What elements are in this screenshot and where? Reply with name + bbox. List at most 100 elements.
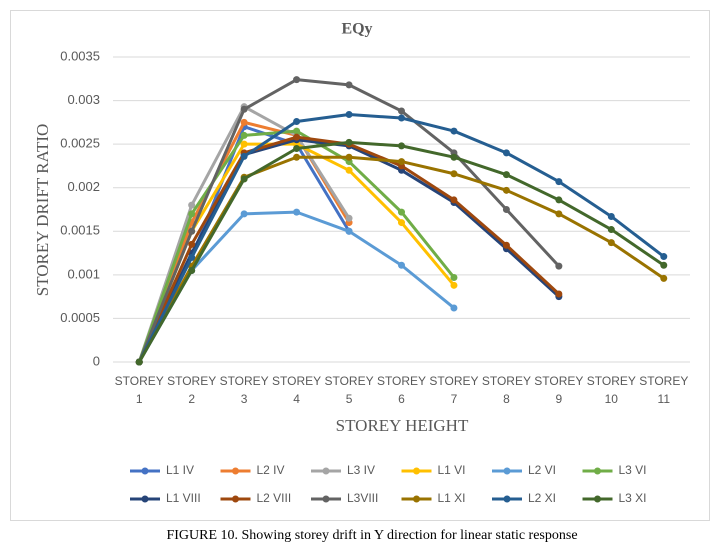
series-marker — [398, 114, 405, 122]
series-marker — [607, 226, 615, 234]
series-marker — [240, 118, 248, 126]
chart-border — [10, 10, 710, 521]
series-marker — [555, 262, 563, 270]
series-marker — [240, 105, 248, 113]
x-tick-label: STOREY 5 — [324, 374, 373, 406]
y-tick-label: 0.0035 — [60, 48, 100, 63]
series-marker — [345, 153, 353, 161]
legend-label: L1 VI — [438, 463, 466, 477]
series-marker — [293, 117, 301, 125]
legend-marker — [594, 467, 601, 475]
series-marker — [135, 358, 143, 366]
legend-marker — [322, 467, 330, 475]
x-tick-label: STOREY 1 — [115, 374, 164, 406]
x-tick-label: STOREY 9 — [534, 374, 583, 406]
x-tick-label: STOREY 3 — [220, 374, 269, 406]
series-marker — [240, 175, 248, 183]
series-marker — [293, 153, 301, 161]
series-marker — [345, 166, 353, 174]
legend-label: L2 IV — [257, 463, 285, 477]
series-marker — [398, 208, 405, 216]
y-tick-label: 0.0005 — [60, 310, 100, 325]
series-marker — [398, 158, 405, 166]
legend-marker — [232, 467, 239, 475]
chart-title: EQy — [341, 21, 372, 38]
legend-marker — [503, 467, 511, 475]
series-marker — [188, 227, 196, 235]
series-marker — [398, 219, 405, 227]
series-marker — [555, 290, 563, 298]
series-marker — [240, 131, 248, 139]
y-tick-label: 0.002 — [67, 179, 100, 194]
series-marker — [188, 201, 196, 209]
series-marker — [450, 127, 458, 135]
series-marker — [502, 241, 510, 249]
y-tick-label: 0.003 — [67, 92, 100, 107]
series-marker — [450, 281, 458, 289]
legend-marker — [413, 495, 420, 503]
series-marker — [660, 253, 668, 261]
legend-marker — [413, 467, 420, 475]
legend-marker — [594, 495, 601, 503]
series-marker — [345, 214, 353, 222]
x-tick-label: STOREY 4 — [272, 374, 321, 406]
y-tick-label: 0.0025 — [60, 136, 100, 151]
series-marker — [345, 81, 353, 89]
series-marker — [450, 170, 458, 178]
series-marker — [607, 212, 615, 220]
legend-label: L3 IV — [347, 463, 375, 477]
legend-marker — [141, 467, 149, 475]
series-marker — [555, 178, 563, 186]
series-marker — [502, 206, 510, 213]
series-marker — [293, 127, 301, 135]
x-tick-label: STOREY 2 — [167, 374, 216, 406]
series-marker — [345, 227, 353, 235]
x-tick-label: STOREY 8 — [482, 374, 531, 406]
series-marker — [240, 210, 248, 218]
series-marker — [555, 210, 563, 218]
legend-label: L2 VI — [528, 463, 556, 477]
x-tick-label: STOREY 10 — [587, 374, 636, 406]
series-marker — [660, 274, 668, 282]
series-marker — [502, 186, 510, 194]
series-marker — [345, 111, 353, 119]
y-axis-label: STOREY DRIFT RATIO — [33, 124, 52, 297]
series-marker — [188, 210, 196, 218]
legend-label: L1 IV — [166, 463, 194, 477]
legend-label: L3 XI — [619, 491, 647, 505]
series-marker — [398, 107, 405, 115]
series-marker — [188, 240, 196, 248]
x-axis-label: STOREY HEIGHT — [336, 416, 469, 435]
legend-marker — [322, 495, 330, 503]
legend-label: L2 VIII — [257, 491, 292, 505]
series-marker — [450, 153, 458, 161]
series-marker — [660, 261, 668, 269]
series-marker — [450, 273, 458, 281]
series-marker — [293, 145, 301, 152]
series-marker — [502, 149, 510, 157]
y-tick-label: 0.0015 — [60, 223, 100, 238]
legend-label: L1 XI — [438, 491, 466, 505]
series-marker — [293, 208, 301, 216]
legend-label: L3 VI — [619, 463, 647, 477]
caption: FIGURE 10. Showing storey drift in Y dir… — [166, 528, 577, 543]
series-marker — [398, 261, 405, 269]
legend-marker — [232, 495, 239, 503]
x-tick-label: STOREY 6 — [377, 374, 426, 406]
x-tick-label: STOREY 11 — [639, 374, 688, 406]
legend-label: L1 VIII — [166, 491, 201, 505]
series-marker — [450, 304, 458, 312]
series-marker — [293, 133, 301, 141]
series-marker — [240, 140, 248, 148]
series-marker — [345, 138, 353, 146]
series-marker — [555, 196, 563, 204]
legend-marker — [141, 495, 149, 503]
series-marker — [450, 196, 458, 204]
y-tick-label: 0.001 — [67, 266, 100, 281]
legend-marker — [503, 495, 511, 503]
series-marker — [607, 239, 615, 247]
series-marker — [398, 142, 405, 150]
legend-label: L2 XI — [528, 491, 556, 505]
series-marker — [188, 253, 196, 261]
